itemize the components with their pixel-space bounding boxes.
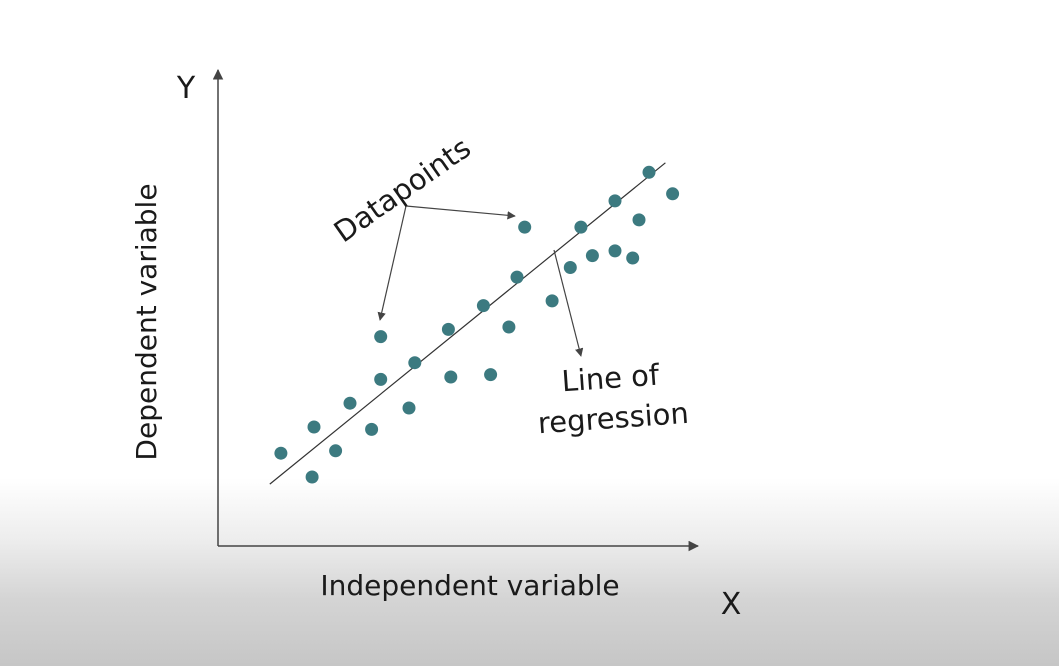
datapoint-26 [642, 165, 656, 179]
datapoint-20 [574, 220, 588, 234]
datapoints-group [274, 165, 680, 484]
datapoint-13 [476, 299, 490, 313]
regression-label-line1: Line of [560, 358, 661, 399]
y-axis-letter: Y [176, 71, 196, 106]
x-axis-title: Independent variable [320, 569, 619, 602]
datapoint-11 [441, 322, 455, 336]
x-axis-letter: X [721, 587, 742, 622]
datapoint-19 [563, 261, 577, 274]
datapoint-17 [518, 220, 532, 234]
datapoint-3 [307, 420, 321, 434]
datapoint-7 [374, 372, 388, 386]
regression-callout-arrow [553, 249, 584, 357]
datapoint-15 [502, 320, 516, 334]
datapoints-label: Datapoints [328, 130, 477, 249]
y-axis-title: Dependent variable [130, 183, 163, 460]
datapoint-27 [666, 187, 680, 201]
datapoint-9 [402, 401, 416, 415]
datapoint-18 [545, 294, 559, 308]
datapoint-10 [408, 356, 422, 370]
datapoint-4 [329, 444, 343, 458]
datapoint-14 [484, 368, 498, 382]
datapoint-2 [305, 470, 319, 484]
datapoint-12 [444, 370, 458, 384]
datapoint-8 [374, 330, 388, 344]
datapoint-24 [626, 251, 640, 265]
datapoints-arrow-to-upper-point [405, 205, 516, 220]
datapoint-6 [365, 422, 379, 436]
regression-label-line2: regression [537, 396, 690, 440]
datapoint-25 [632, 213, 646, 227]
datapoint-23 [608, 194, 622, 208]
datapoint-16 [510, 270, 524, 284]
regression-line [269, 162, 666, 485]
datapoint-22 [608, 244, 622, 258]
datapoint-1 [274, 446, 288, 460]
datapoint-21 [585, 249, 599, 263]
datapoints-arrow-to-lower-point [377, 205, 407, 321]
datapoint-5 [343, 396, 357, 410]
